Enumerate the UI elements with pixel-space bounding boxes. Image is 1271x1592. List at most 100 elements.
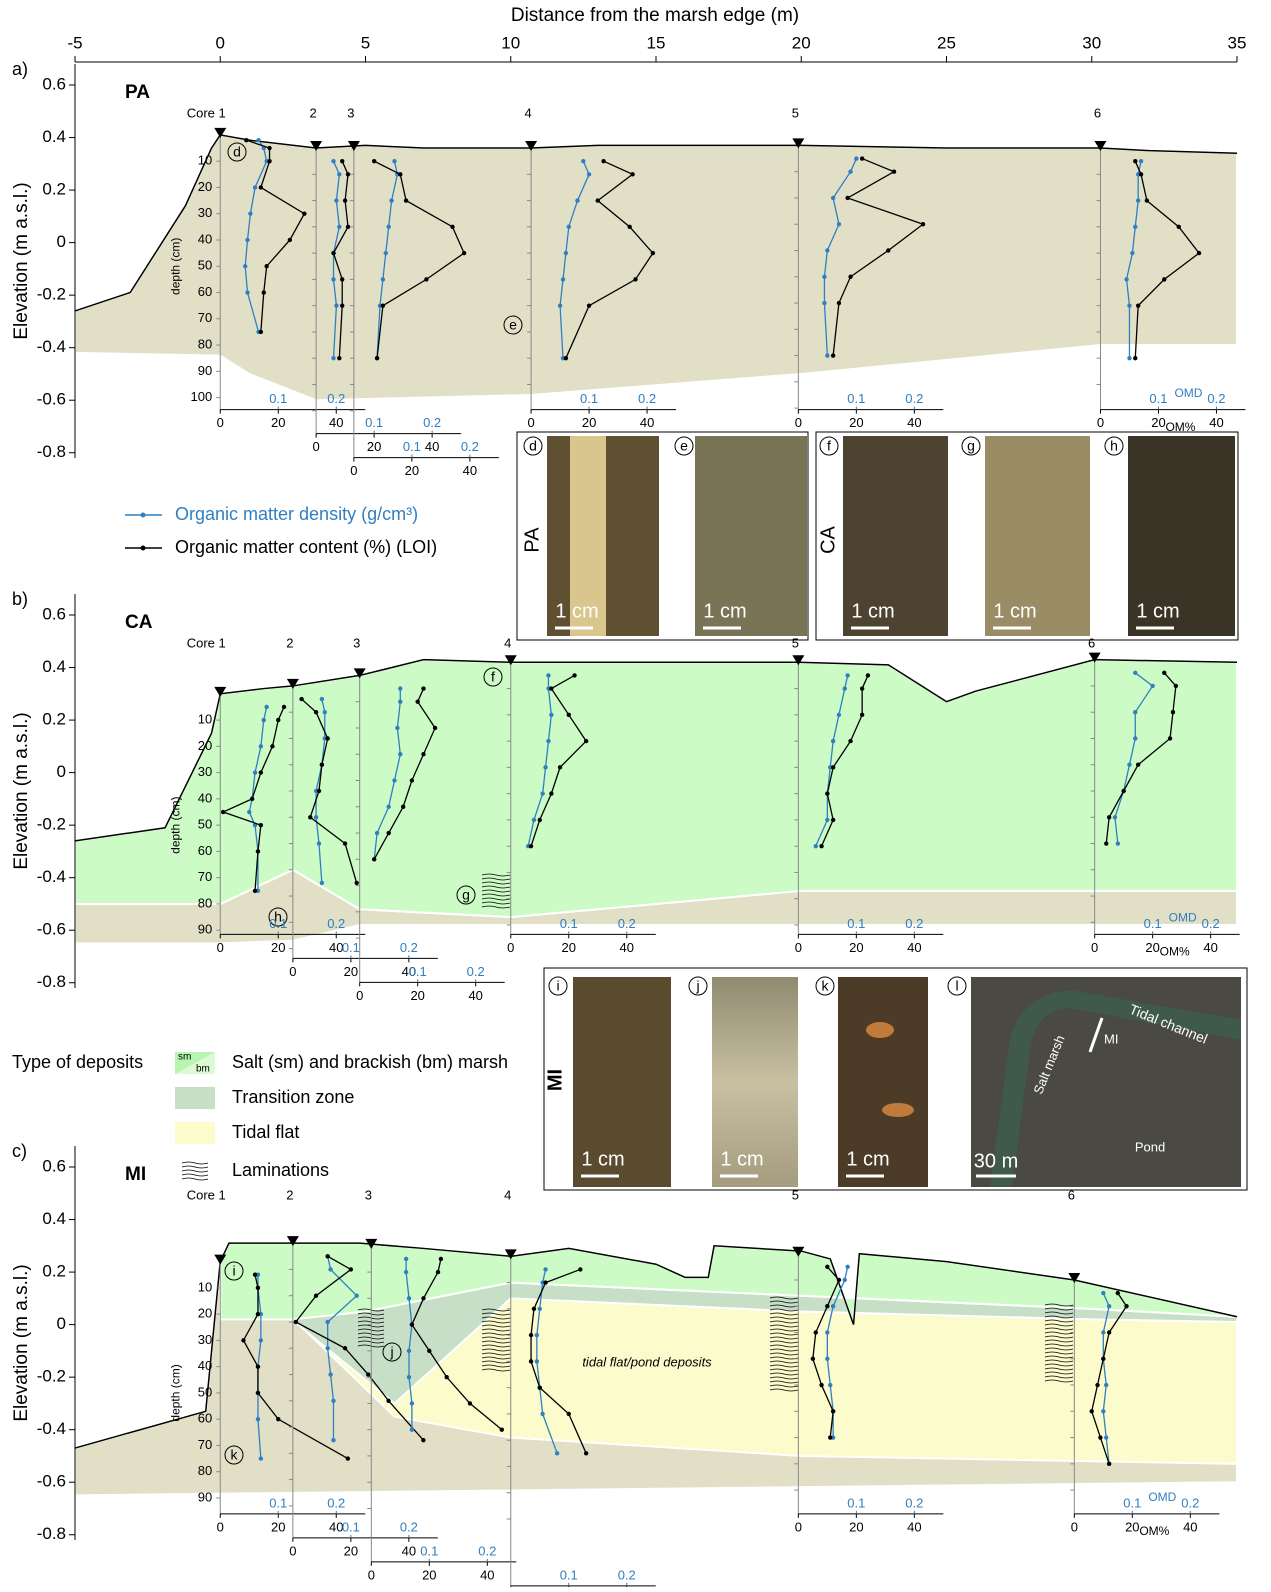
omd-point — [259, 744, 263, 748]
depth-tick-label: 60 — [198, 843, 212, 858]
om-point — [831, 765, 835, 769]
om-point — [410, 778, 414, 782]
omd-point — [543, 765, 547, 769]
om-tick-label: 0 — [289, 1543, 296, 1558]
swatch — [175, 1087, 215, 1109]
om-point — [267, 159, 271, 163]
omd-tick-label: 0.2 — [1181, 1495, 1199, 1510]
omd-point — [398, 686, 402, 690]
depth-tick-label: 20 — [198, 738, 212, 753]
omd-point — [320, 881, 324, 885]
om-tick-label: 20 — [367, 439, 381, 454]
omd-point — [410, 1427, 414, 1431]
omd-point — [1124, 277, 1128, 281]
om-point — [386, 1399, 390, 1403]
omd-point — [389, 198, 393, 202]
om-point — [436, 1270, 440, 1274]
omd-point — [843, 1278, 847, 1282]
om-point — [262, 290, 266, 294]
om-point — [529, 1359, 533, 1363]
omd-tick-label: 0.1 — [342, 940, 360, 955]
core-label: 2 — [309, 105, 316, 120]
om-point — [325, 1254, 329, 1258]
omd-point — [825, 1357, 829, 1361]
omd-point — [325, 1320, 329, 1324]
om-point — [256, 1286, 260, 1290]
om-tick-label: 20 — [1151, 415, 1165, 430]
om-point — [308, 815, 312, 819]
y-tick-label: -0.4 — [37, 337, 66, 356]
om-point — [340, 159, 344, 163]
legend-label: Organic matter density (g/cm³) — [175, 504, 418, 524]
omd-point — [1127, 356, 1131, 360]
depth-tick-label: 90 — [198, 922, 212, 937]
om-point — [564, 356, 568, 360]
om-axis-label: OM% — [1160, 945, 1190, 959]
panel-site: CA — [125, 612, 153, 633]
om-tick-label: 20 — [849, 940, 863, 955]
omd-tick-label: 0.1 — [560, 1567, 578, 1582]
x-tick-label: 25 — [937, 33, 956, 52]
om-tick-label: 20 — [422, 1567, 436, 1582]
om-point — [1101, 1357, 1105, 1361]
photo-marker-label: i — [232, 1263, 235, 1279]
photo-letter: g — [967, 438, 975, 454]
om-point — [244, 138, 248, 142]
om-tick-label: 40 — [402, 1543, 416, 1558]
om-tick-label: 40 — [480, 1567, 494, 1582]
panel-tag: a) — [12, 59, 28, 79]
omd-point — [1133, 225, 1137, 229]
om-point — [337, 356, 341, 360]
omd-point — [253, 770, 257, 774]
core-label: 4 — [524, 105, 531, 120]
omd-point — [825, 248, 829, 252]
omd-tick-label: 0.1 — [847, 916, 865, 931]
y-tick-label: 0 — [57, 232, 66, 251]
omd-point — [398, 699, 402, 703]
y-tick-label: -0.8 — [37, 972, 66, 991]
om-point — [1133, 159, 1137, 163]
om-tick-label: 20 — [582, 415, 596, 430]
om-point — [343, 198, 347, 202]
x-tick-label: -5 — [67, 33, 82, 52]
om-point — [1107, 815, 1111, 819]
swatch-label: sm — [178, 1052, 191, 1063]
om-axis-label: OM% — [1139, 1524, 1169, 1538]
om-tick-label: 40 — [620, 940, 634, 955]
map-label: Pond — [1135, 1139, 1165, 1154]
om-point — [354, 881, 358, 885]
photo-site: PA — [521, 527, 543, 553]
omd-point — [546, 739, 550, 743]
om-point — [558, 765, 562, 769]
om-point — [529, 844, 533, 848]
deposit-label: Laminations — [232, 1160, 329, 1180]
omd-point — [259, 1338, 263, 1342]
om-point — [256, 1312, 260, 1316]
om-point — [1116, 1291, 1120, 1295]
core-label: 5 — [792, 105, 799, 120]
omd-point — [825, 1330, 829, 1334]
map-label: MI — [1104, 1031, 1118, 1046]
om-point — [375, 356, 379, 360]
omd-tick-label: 0.1 — [560, 916, 578, 931]
scale-label: 1 cm — [851, 600, 894, 622]
omd-point — [1104, 1435, 1108, 1439]
om-point — [831, 353, 835, 357]
om-tick-label: 20 — [271, 415, 285, 430]
om-tick-label: 40 — [907, 415, 921, 430]
om-point — [1124, 1304, 1128, 1308]
om-point — [567, 1412, 571, 1416]
depth-tick-label: 40 — [198, 231, 212, 246]
omd-point — [564, 251, 568, 255]
omd-point — [325, 1346, 329, 1350]
depth-tick-label: 70 — [198, 869, 212, 884]
omd-point — [828, 1383, 832, 1387]
y-tick-label: -0.4 — [37, 867, 66, 886]
om-point — [253, 1273, 257, 1277]
om-point — [1090, 1409, 1094, 1413]
omd-tick-label: 0.1 — [269, 1495, 287, 1510]
y-tick-label: 0.4 — [42, 127, 66, 146]
om-point — [259, 185, 263, 189]
lamination — [182, 1162, 208, 1164]
omd-tick-label: 0.2 — [467, 964, 485, 979]
